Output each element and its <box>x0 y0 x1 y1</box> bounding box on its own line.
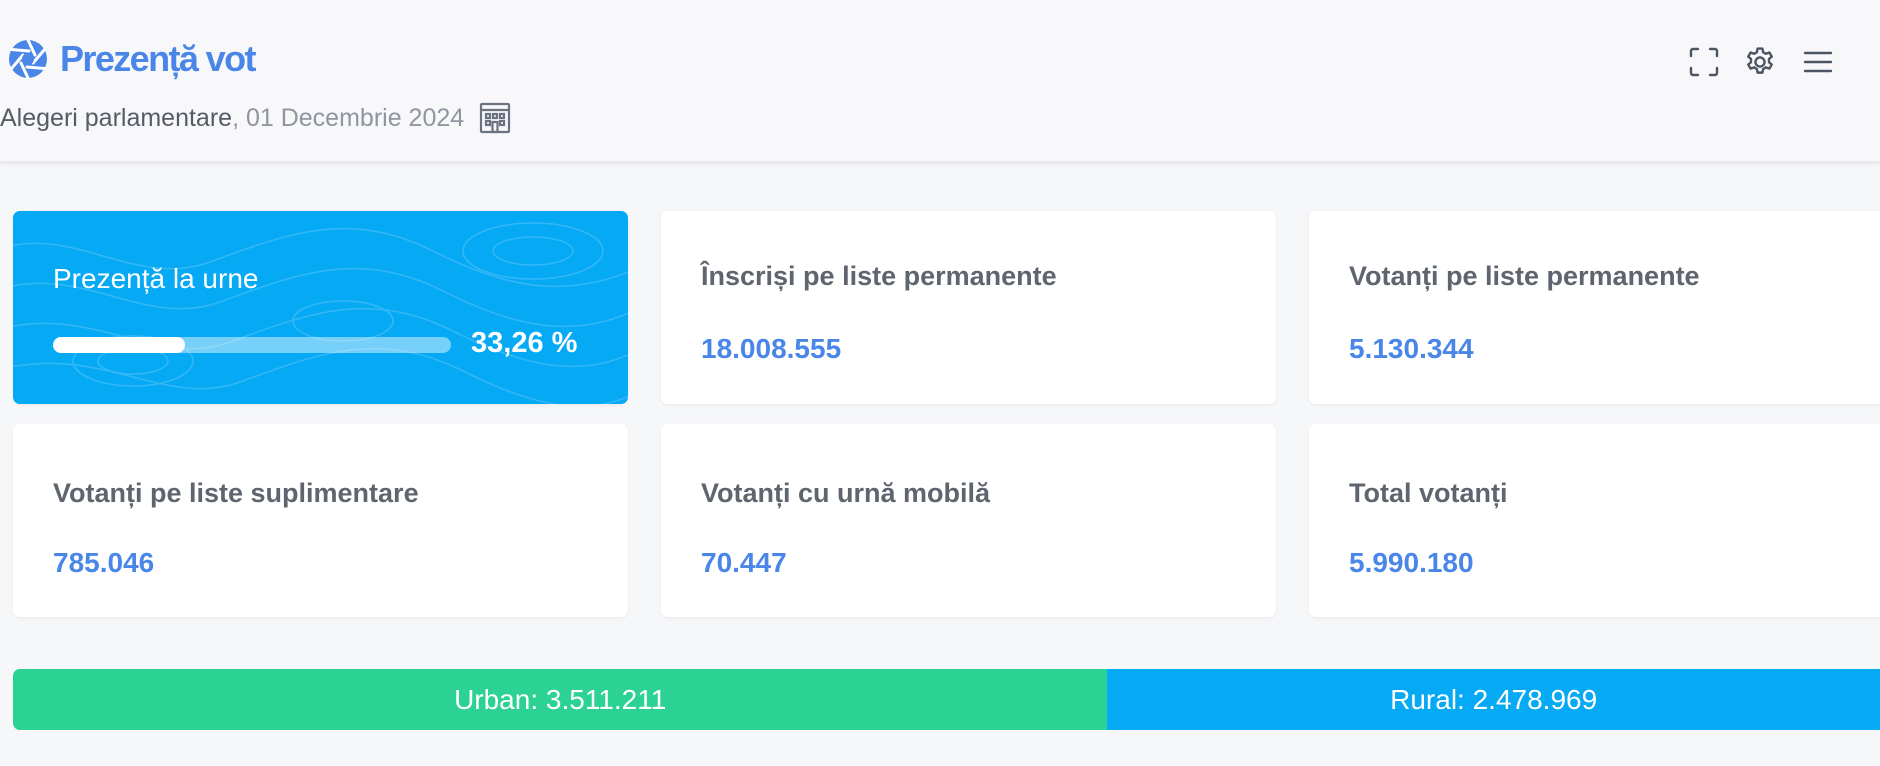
voters-total-label: Total votanți <box>1349 478 1508 508</box>
voters-permanent-label: Votanți pe liste permanente <box>1349 261 1700 291</box>
turnout-label: Prezență la urne <box>53 263 259 294</box>
election-date: , 01 Decembrie 2024 <box>232 103 465 132</box>
election-name: Alegeri parlamentare <box>0 103 233 132</box>
registered-permanent-card: Înscriși pe liste permanente 18.008.555 <box>661 211 1276 404</box>
app-header: Prezență vot Alegeri parlamentare , 01 D… <box>0 0 1880 162</box>
voters-supplementary-card: Votanți pe liste suplimentare 785.046 <box>13 424 628 617</box>
registered-permanent-label: Înscriși pe liste permanente <box>701 261 1057 291</box>
urban-rural-bar: Urban: 3.511.211 Rural: 2.478.969 <box>13 669 1880 730</box>
election-subtitle: Alegeri parlamentare , 01 Decembrie 2024 <box>0 96 514 140</box>
voters-mobile-label: Votanți cu urnă mobilă <box>701 478 991 508</box>
app-title: Prezență vot <box>60 38 256 79</box>
voters-total-card: Total votanți 5.990.180 <box>1309 424 1880 617</box>
voters-permanent-card: Votanți pe liste permanente 5.130.344 <box>1309 211 1880 404</box>
brand[interactable]: Prezență vot <box>6 34 256 84</box>
voters-mobile-value: 70.447 <box>701 547 787 578</box>
gear-icon[interactable] <box>1738 40 1782 84</box>
urban-segment[interactable]: Urban: 3.511.211 <box>13 669 1108 730</box>
turnout-percent: 33,26 % <box>471 327 578 359</box>
building-icon[interactable] <box>476 99 514 137</box>
turnout-progress-bar <box>53 337 451 353</box>
hamburger-menu-icon[interactable] <box>1796 40 1840 84</box>
registered-permanent-value: 18.008.555 <box>701 333 842 364</box>
voters-total-value: 5.990.180 <box>1349 547 1474 578</box>
voters-permanent-value: 5.130.344 <box>1349 333 1474 364</box>
header-toolbar <box>1680 40 1880 84</box>
turnout-progress-fill <box>53 337 186 353</box>
voters-supplementary-label: Votanți pe liste suplimentare <box>53 478 419 508</box>
turnout-card: Prezență la urne 33,26 % <box>13 211 628 404</box>
voters-mobile-card: Votanți cu urnă mobilă 70.447 <box>661 424 1276 617</box>
fullscreen-icon[interactable] <box>1682 40 1726 84</box>
voters-supplementary-value: 785.046 <box>53 547 155 578</box>
aperture-logo-icon <box>6 37 50 81</box>
rural-segment[interactable]: Rural: 2.478.969 <box>1107 669 1880 730</box>
topographic-pattern <box>13 222 628 404</box>
